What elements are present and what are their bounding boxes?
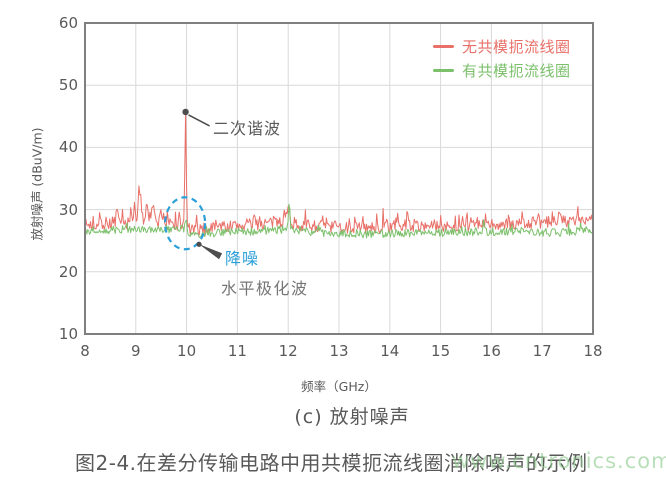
legend-item-no-choke: 无共模扼流线圈 bbox=[433, 37, 571, 56]
x-tick-label: 16 bbox=[481, 342, 501, 360]
y-tick-label: 50 bbox=[58, 76, 78, 95]
x-tick-label: 8 bbox=[80, 342, 90, 360]
annotation-horizontal-polarized-wave: 水平极化波 bbox=[221, 279, 309, 298]
x-tick-label: 9 bbox=[131, 342, 141, 360]
x-tick-label: 12 bbox=[278, 342, 298, 360]
y-axis-title: 放射噪声 (dBuV/m) bbox=[29, 127, 45, 241]
x-tick-label: 10 bbox=[177, 342, 197, 360]
legend-label-no-choke: 无共模扼流线圈 bbox=[462, 37, 571, 56]
y-tick-label: 60 bbox=[58, 14, 78, 32]
figure-caption: 图2-4.在差分传输电路中用共模扼流线圈消除噪声的示例 bbox=[75, 451, 588, 475]
legend-swatch-green-line bbox=[433, 68, 454, 72]
annotation-noise-reduction: 降噪 bbox=[225, 249, 260, 268]
chart-subtitle: (c) 放射噪声 bbox=[294, 406, 410, 428]
x-tick-label: 14 bbox=[380, 342, 400, 360]
x-tick-label: 17 bbox=[532, 342, 552, 360]
legend-swatch-red-line bbox=[433, 44, 454, 48]
y-tick-label: 30 bbox=[58, 200, 78, 219]
y-tick-label: 20 bbox=[58, 262, 78, 281]
watermark-text: www.cntronics.com bbox=[452, 449, 666, 473]
x-tick-label: 11 bbox=[227, 342, 247, 360]
y-tick-label: 10 bbox=[58, 325, 78, 343]
legend-label-with-choke: 有共模扼流线圈 bbox=[462, 61, 571, 80]
legend-item-with-choke: 有共模扼流线圈 bbox=[433, 61, 571, 80]
annotation-second-harmonic: 二次谐波 bbox=[213, 119, 282, 138]
x-tick-label: 15 bbox=[431, 342, 451, 360]
y-tick-label: 40 bbox=[58, 138, 78, 157]
x-tick-label: 18 bbox=[583, 342, 603, 360]
x-tick-label: 13 bbox=[329, 342, 349, 360]
x-axis-title: 频率（GHz） bbox=[301, 379, 377, 394]
